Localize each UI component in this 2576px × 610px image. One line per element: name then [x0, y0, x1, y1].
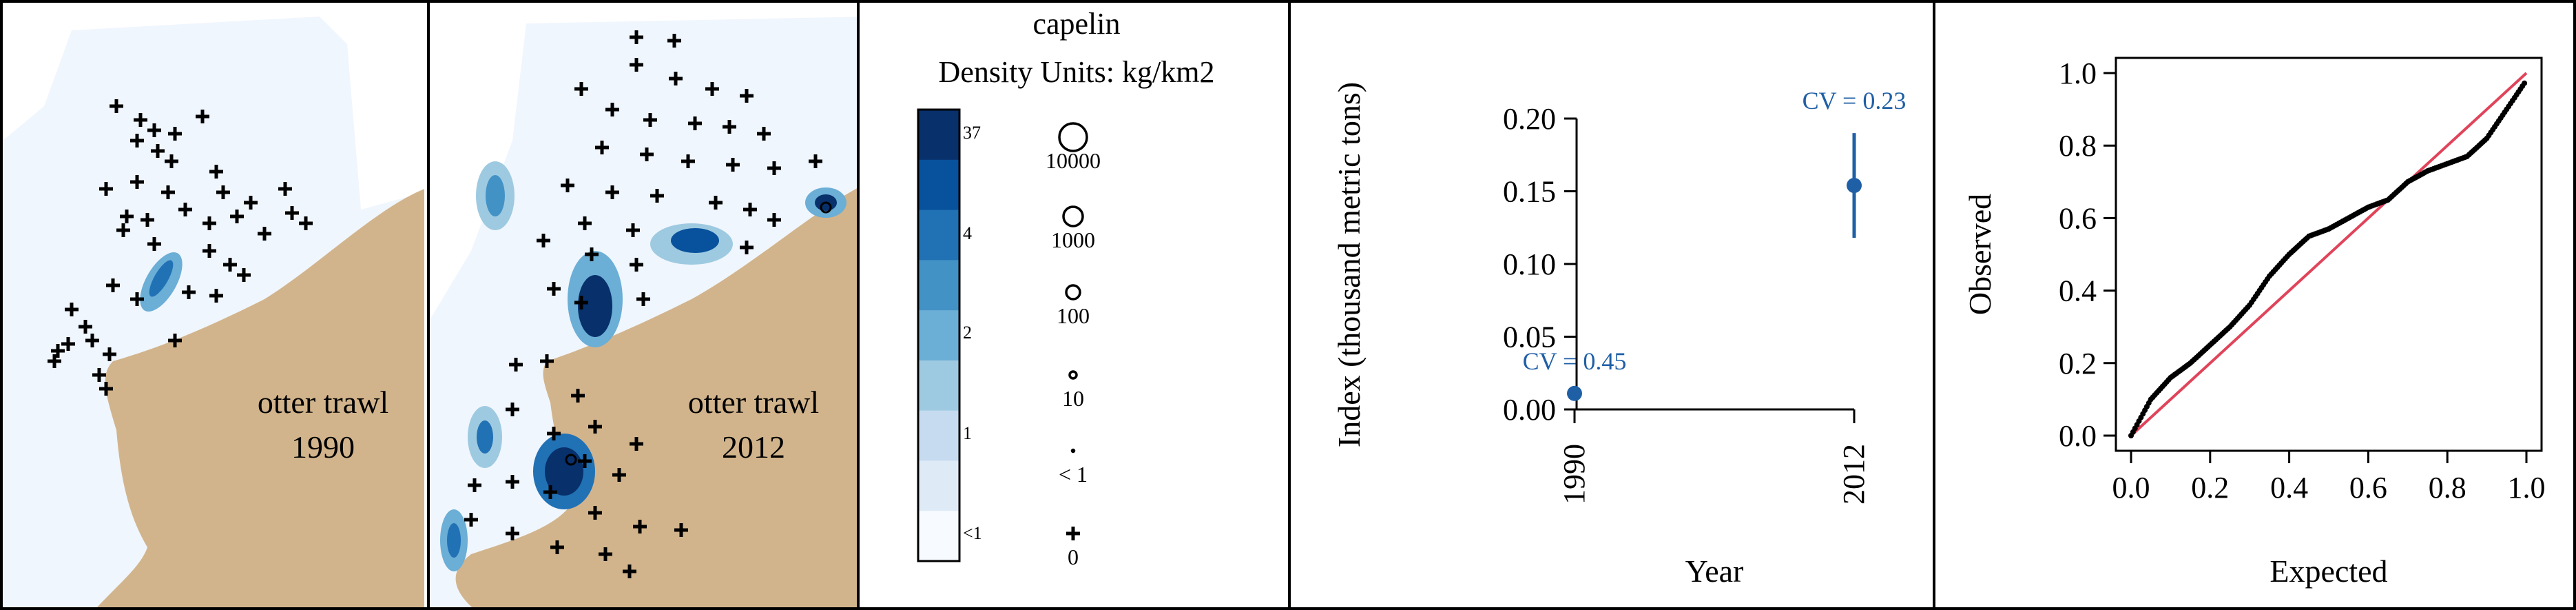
- index-points: CV = 0.45 CV = 0.23: [1523, 87, 1907, 401]
- size-symbol: [1070, 448, 1076, 454]
- qq-chart: 0.0 0.2 0.4 0.6 0.8 1.0 0.0 0.2 0.4 0.6 0.8 1.0 Exp…: [1962, 57, 2546, 589]
- index-y-tick-label: 0.10: [1503, 247, 1556, 281]
- color-scale-label: 2: [963, 323, 972, 343]
- qq-x-tick-label: 0.2: [2191, 471, 2229, 505]
- zero-catch-stations-1990: [48, 99, 313, 396]
- map-gear-label-1990: otter trawl: [258, 385, 388, 420]
- color-scale-bin: [918, 460, 959, 511]
- index-point: [1847, 178, 1862, 194]
- index-y-tick-label: 0.00: [1503, 393, 1556, 427]
- color-scale-bar: [917, 108, 961, 562]
- size-legend: 10000 1000 100 10 < 1 0: [1046, 122, 1101, 569]
- qq-y-tick-label: 0.8: [2059, 129, 2097, 163]
- index-point: [1567, 385, 1582, 401]
- index-y-tick-label: 0.05: [1503, 321, 1556, 354]
- color-scale-bin: [918, 260, 959, 311]
- qq-x-axis-label: Expected: [2269, 553, 2387, 589]
- qq-y-axis-label: Observed: [1962, 194, 1997, 315]
- qq-panel: 0.0 0.2 0.4 0.6 0.8 1.0 0.0 0.2 0.4 0.6 0.8 1.0 Exp…: [1933, 0, 2576, 610]
- qq-y-tick-label: 0.4: [2059, 274, 2097, 308]
- qq-x-tick-label: 0.6: [2349, 471, 2387, 505]
- color-scale-bin: [918, 210, 959, 261]
- qq-plot-frame: [2115, 57, 2543, 452]
- size-symbol: [1068, 370, 1078, 380]
- color-scale-label: 4: [963, 223, 972, 243]
- index-cv-label: CV = 0.45: [1523, 347, 1627, 375]
- legend-units: Density Units: kg/km2: [939, 55, 1215, 89]
- qq-y-tick-label: 1.0: [2059, 57, 2097, 90]
- size-legend-label: 10000: [1046, 148, 1101, 173]
- qq-points: [2128, 72, 2528, 438]
- qq-y-tick-label: 0.2: [2059, 347, 2097, 380]
- size-legend-label: 100: [1057, 303, 1090, 328]
- qq-y-tick-label: 0.6: [2059, 201, 2097, 235]
- color-scale-labels: 37 4 2 1 <1: [963, 123, 982, 543]
- legend-title: capelin: [1032, 7, 1120, 41]
- size-legend-label: 0: [1068, 545, 1079, 569]
- color-scale-bin: [918, 110, 959, 161]
- legend-panel: capelin Density Units: kg/km2 37 4 2 1 <1 10…: [857, 0, 1291, 610]
- qq-x-tick-label: 0.4: [2270, 471, 2308, 505]
- qq-axes: 0.0 0.2 0.4 0.6 0.8 1.0 0.0 0.2 0.4 0.6 0.8 1.0: [2059, 57, 2546, 505]
- color-scale-border: [917, 108, 961, 562]
- size-symbol: [1058, 122, 1088, 152]
- color-scale-bin: [918, 310, 959, 361]
- map-year-label-2012: 2012: [722, 429, 785, 465]
- qq-x-tick-label: 0.8: [2429, 471, 2466, 505]
- size-legend-label: 10: [1062, 386, 1084, 411]
- legend: capelin Density Units: kg/km2 37 4 2 1 <1 10…: [917, 7, 1215, 569]
- index-y-tick-label: 0.15: [1503, 175, 1556, 209]
- map-panel-1990: otter trawl 1990: [0, 0, 430, 610]
- index-y-axis-label: Index (thousand metric tons): [1331, 82, 1367, 447]
- color-scale-label: 1: [963, 423, 972, 443]
- color-scale-bin: [918, 511, 959, 562]
- index-y-tick-label: 0.20: [1503, 102, 1556, 136]
- size-legend-label: < 1: [1059, 462, 1088, 487]
- color-scale-bin: [918, 360, 959, 411]
- zero-catch-stations-2012: [464, 30, 822, 578]
- map-gear-label-2012: otter trawl: [688, 385, 819, 420]
- qq-x-tick-label: 0.0: [2112, 471, 2150, 505]
- qq-y-tick-label: 0.0: [2059, 419, 2097, 453]
- map-panel-2012: otter trawl 2012: [427, 0, 860, 610]
- qq-x-tick-label: 1.0: [2508, 471, 2546, 505]
- map-2012: otter trawl 2012: [430, 3, 857, 607]
- index-x-tick-label: 2012: [1837, 444, 1871, 505]
- index-cv-label: CV = 0.23: [1803, 87, 1907, 114]
- index-x-tick-label: 1990: [1557, 444, 1591, 505]
- color-scale-bin: [918, 159, 959, 211]
- index-panel: 0.00 0.05 0.10 0.15 0.20 1990 2012 CV = 0.45 CV…: [1288, 0, 1935, 610]
- color-scale-bin: [918, 410, 959, 461]
- map-1990: otter trawl 1990: [3, 3, 427, 607]
- size-legend-label: 1000: [1051, 227, 1095, 252]
- qq-point: [2522, 80, 2528, 86]
- color-scale-label: 37: [963, 123, 981, 143]
- size-symbol: [1065, 284, 1081, 301]
- color-scale-label: <1: [963, 523, 982, 543]
- map-year-label-1990: 1990: [291, 429, 355, 465]
- size-symbol: [1062, 205, 1084, 227]
- qq-reference-line: [2130, 72, 2528, 437]
- index-x-axis-label: Year: [1685, 553, 1744, 589]
- index-axes: 0.00 0.05 0.10 0.15 0.20 1990 2012: [1503, 102, 1871, 505]
